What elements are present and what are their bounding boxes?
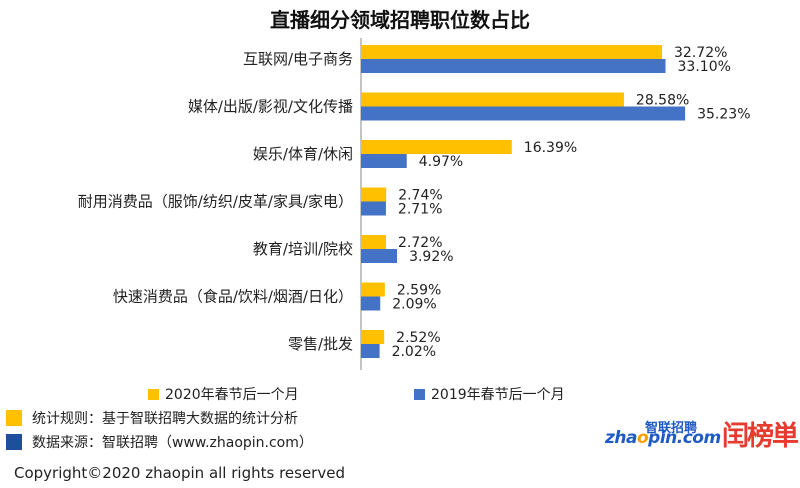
value-label: 2.74% xyxy=(398,188,442,204)
legend-swatch-2020 xyxy=(148,388,159,400)
bar-2020 xyxy=(361,92,624,107)
value-label: 4.97% xyxy=(419,154,463,170)
bar-2020 xyxy=(361,140,512,154)
legend-item-2019: 2019年春节后一个月 xyxy=(414,384,565,404)
rank-logo: 闰榜単 xyxy=(722,421,799,452)
note-data-source: 数据来源：智联招聘（www.zhaopin.com） xyxy=(6,432,313,452)
bar-2019 xyxy=(361,201,386,216)
bar-2020 xyxy=(361,330,385,344)
bar-2019 xyxy=(361,296,381,311)
category-label: 互联网/电子商务 xyxy=(243,50,353,68)
bar-2019 xyxy=(361,106,686,121)
legend-label-2019: 2019年春节后一个月 xyxy=(431,387,565,403)
category-label: 媒体/出版/影视/文化传播 xyxy=(188,98,353,116)
value-label: 33.10% xyxy=(678,59,731,75)
legend-swatch-2019 xyxy=(414,388,425,400)
zhaopin-logo-cn: 智联招聘 xyxy=(645,421,698,436)
category-label: 零售/批发 xyxy=(288,335,353,353)
note-square-yellow xyxy=(6,410,22,426)
bar-2020 xyxy=(361,282,385,297)
note-statistics-rule: 统计规则：基于智联招聘大数据的统计分析 xyxy=(6,408,298,428)
category-label: 娱乐/体育/休闲 xyxy=(253,145,353,163)
bar-2020 xyxy=(361,235,387,249)
legend-item-2020: 2020年春节后一个月 xyxy=(148,384,299,404)
value-label: 2.71% xyxy=(398,202,442,218)
note-data-source-text: 数据来源：智联招聘（www.zhaopin.com） xyxy=(32,435,313,451)
bar-2020 xyxy=(361,187,387,202)
chart-title: 直播细分领域招聘职位数占比 xyxy=(270,8,530,32)
bar-chart: 互联网/电子商务媒体/出版/影视/文化传播娱乐/体育/休闲耐用消费品（服饰/纺织… xyxy=(78,38,751,370)
category-labels: 互联网/电子商务媒体/出版/影视/文化传播娱乐/体育/休闲耐用消费品（服饰/纺织… xyxy=(78,50,353,353)
copyright-text: Copyright©2020 zhaopin all rights reserv… xyxy=(14,464,345,482)
value-label: 32.72% xyxy=(674,45,727,61)
value-label: 28.58% xyxy=(636,93,689,109)
bar-2020 xyxy=(361,45,663,59)
zhaopin-logo-en: zhaopin.com xyxy=(605,428,721,448)
zhaopin-logo: 智联招聘 zhaopin.com xyxy=(605,417,721,448)
value-labels: 32.72%33.10% 28.58% 35.23% 16.39% 4.97% 2.74%… xyxy=(392,45,751,360)
category-label: 快速消费品（食品/饮料/烟酒/日化） xyxy=(113,288,353,306)
value-label: 2.52% xyxy=(396,330,440,346)
note-statistics-rule-text: 统计规则：基于智联招聘大数据的统计分析 xyxy=(32,411,298,427)
value-label: 2.02% xyxy=(392,344,436,360)
value-label: 3.92% xyxy=(409,249,453,265)
bars xyxy=(361,45,686,358)
bar-2019 xyxy=(361,154,407,168)
bar-2019 xyxy=(361,249,398,263)
category-label: 教育/培训/院校 xyxy=(253,240,353,258)
value-label: 35.23% xyxy=(697,107,750,123)
value-label: 2.59% xyxy=(397,283,441,299)
legend-label-2020: 2020年春节后一个月 xyxy=(165,387,299,403)
value-label: 2.09% xyxy=(392,297,436,313)
bar-2019 xyxy=(361,59,666,73)
bar-2019 xyxy=(361,344,380,358)
value-label: 2.72% xyxy=(398,235,442,251)
note-square-blue xyxy=(6,434,22,450)
category-label: 耐用消费品（服饰/纺织/皮革/家具/家电） xyxy=(78,193,353,211)
value-label: 16.39% xyxy=(524,140,577,156)
